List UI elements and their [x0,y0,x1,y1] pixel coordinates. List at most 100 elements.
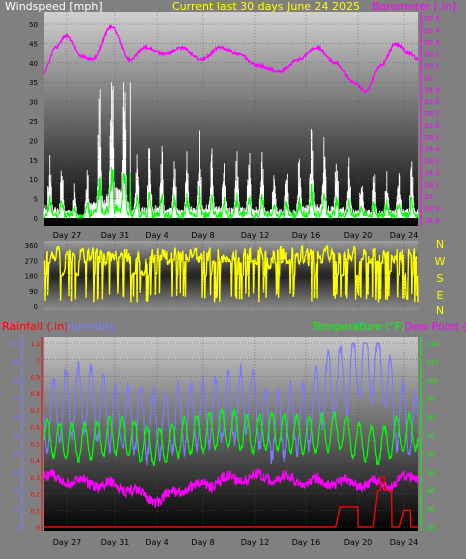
baro-axis-label: 29.4 [424,146,440,154]
rain-axis-label: 0.7 [30,408,40,415]
direction-axis-label: 90 [29,288,38,296]
temp-axis-label: 40 [427,488,435,495]
rain-axis-label: 0.8 [30,391,40,398]
wind-axis-label: 15 [29,157,38,165]
x-tick-label-top: Day 20 [344,231,373,240]
baro-axis-label: 29.6 [424,122,440,130]
x-tick-label-bottom: Day 16 [292,538,321,547]
x-tick-label-bottom: Day 24 [390,538,419,547]
x-tick-label-top: Day 27 [53,231,82,240]
x-tick-label-top: Day 8 [191,231,214,240]
compass-n-top: N [436,238,444,251]
rain-axis-label: 1.1 [30,341,40,348]
baro-axis-label: 29.8 [424,98,440,106]
wind-axis-label: 25 [29,118,38,126]
period-title: Current last 30 days June 24 2025 [172,0,360,13]
x-tick-label-bottom: Day 27 [53,538,82,547]
baro-axis-label: 29.2 [424,169,440,177]
rain-axis-label: 0.9 [30,374,40,381]
humidity-axis-label: 30 [12,470,20,477]
humidity-axis-label: 40 [12,451,20,458]
direction-layer [43,244,419,303]
compass-w: W [435,255,446,268]
temp-axis-label: 80 [427,415,435,422]
wind-axis-label: 10 [29,176,38,184]
barometer-line [43,23,419,94]
direction-axis-label: 270 [25,257,38,265]
baro-axis-label: 28.8 [424,217,440,225]
compass-e: E [437,289,444,302]
compass-s: S [437,272,444,285]
wind-axis-label: 5 [34,196,38,204]
temp-axis-label: 70 [427,433,435,440]
temp-axis-label: 110 [427,359,439,366]
temp-axis-label: 50 [427,470,435,477]
baro-axis-label: 29 [424,193,433,201]
dew-title: Dew Point (°F) [404,320,466,333]
baro-axis-label: 29.3 [424,158,440,166]
humidity-line [43,342,419,465]
x-tick-label-top: Day 16 [292,231,321,240]
humidity-axis-label: 80 [12,378,20,385]
temp-axis-label: 90 [427,396,435,403]
x-tick-label-bottom: Day 20 [344,538,373,547]
baro-axis-label: 29.9 [424,86,440,94]
compass-n-bottom: N [436,304,444,317]
wind-axis-label: 0 [34,215,38,223]
temp-axis-label: 120 [427,341,439,348]
wind-layer [43,23,419,220]
humidity-axis-label: 100 [9,341,21,348]
wind-axis-label: 20 [29,137,38,145]
temp-axis-label: 60 [427,451,435,458]
baro-axis-label: 29.5 [424,134,440,142]
x-tick-label-top: Day 12 [241,231,270,240]
temp-axis-label: 30 [427,507,435,514]
rain-axis-label: 0.5 [30,441,40,448]
x-tick-label-top: Day 31 [101,231,130,240]
baro-axis-label: 28.9 [424,205,440,213]
humidity-axis-label: 50 [12,433,20,440]
rain-title: Rainfall (.in) [2,320,69,333]
wind-axis-label: 45 [29,40,38,48]
wind-axis-label: 35 [29,79,38,87]
x-tick-label-bottom: Day 8 [191,538,214,547]
axes-layer: Day 27 Day 27 Day 31 Day 31 Day 4 Day 4 Day 8 D… [9,12,440,547]
temp-axis-label: 100 [427,378,439,385]
humidity-axis-label: 0 [16,525,20,532]
x-tick-label-bottom: Day 31 [101,538,130,547]
x-tick-label-top: Day 24 [390,231,419,240]
direction-axis-label: 180 [25,273,38,281]
baro-axis-label: 29.1 [424,181,440,189]
humidity-axis-label: 70 [12,396,20,403]
baro-title: Barometer [.in] [372,0,456,13]
baro-axis-label: 30.3 [424,39,440,47]
humidity-axis-label: 10 [12,507,20,514]
humidity-axis-label: 90 [12,359,20,366]
x-tick-label-top: Day 4 [145,231,168,240]
baro-axis-label: 30.5 [424,15,440,23]
baro-axis-label: 30.1 [424,63,440,71]
rain-axis-label: 0.6 [30,425,40,432]
humidity-axis-label: 60 [12,415,20,422]
baro-axis-label: 30.2 [424,51,440,59]
rain-axis-label: 1 [36,358,40,365]
baro-axis-label: 29.7 [424,110,440,118]
baro-axis-label: 30.4 [424,27,440,35]
wind-panel-bg [44,12,418,226]
wind-axis-label: 50 [29,21,38,29]
rain-axis-label: 0.2 [30,492,40,499]
x-tick-label-bottom: Day 12 [241,538,270,547]
humidity-axis-label: 20 [12,488,20,495]
rain-axis-label: 0.4 [30,458,40,465]
x-tick-label-bottom: Day 4 [145,538,168,547]
rain-axis-label: 0 [36,525,40,532]
direction-axis-label: 360 [25,242,38,250]
wind-axis-label: 30 [29,99,38,107]
rain-axis-label: 0.3 [30,475,40,482]
rain-axis-label: 0.1 [30,508,40,515]
temp-axis-label: 20 [427,525,435,532]
wind-average-line [43,166,419,220]
direction-axis-label: 0 [34,303,38,311]
wind-axis-label: 40 [29,60,38,68]
